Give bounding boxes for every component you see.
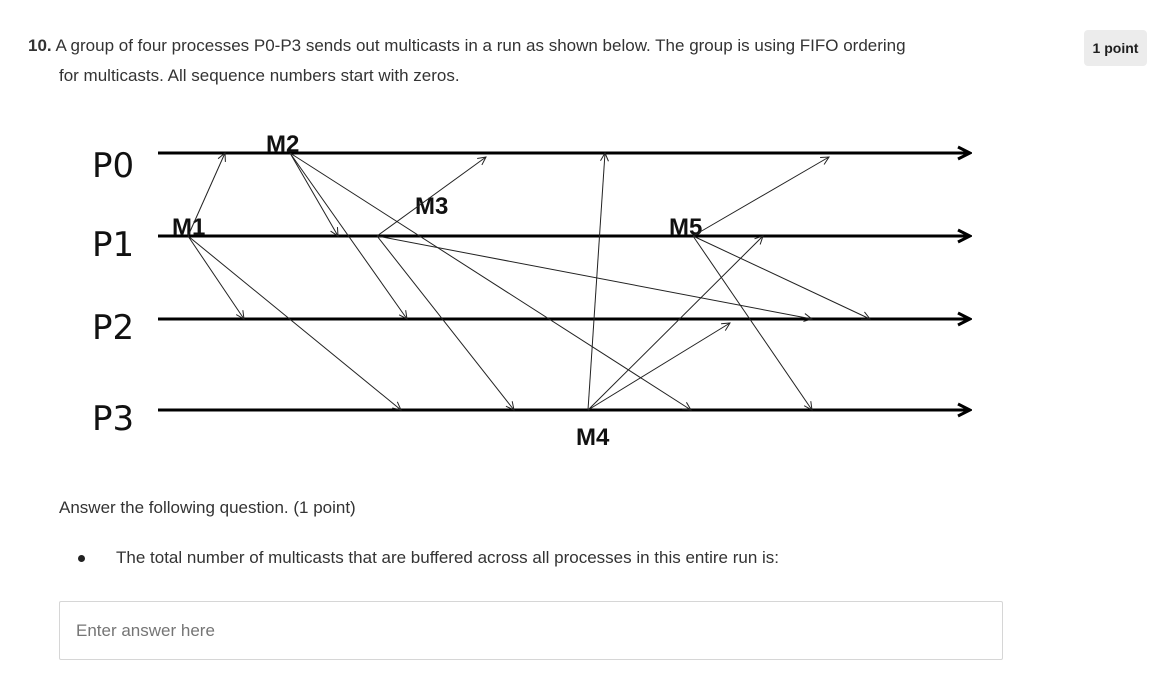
points-badge: 1 point [1084,30,1147,66]
message-arrows-m5 [692,157,870,410]
message-arrows-m4 [587,153,763,411]
message-label-m3: M3 [415,193,448,220]
message-label-m5: M5 [669,214,702,241]
process-label-p2: P2 [92,308,134,348]
process-label-p3: P3 [92,399,134,439]
message-arrows-m3 [376,157,812,410]
process-label-p1: P1 [92,225,134,265]
message-label-m4: M4 [576,424,610,451]
process-label-p0: P0 [92,146,134,186]
question-bullet-text: The total number of multicasts that are … [116,548,779,567]
message-label-m2: M2 [266,131,299,158]
question-text: 10. A group of four processes P0-P3 send… [28,31,1008,91]
answer-input[interactable] [59,601,1003,660]
question-number: 10. [28,36,52,55]
answer-prompt: Answer the following question. (1 point) [59,498,356,517]
question-bullet: The total number of multicasts that are … [72,548,779,568]
message-arrows-m2 [289,152,691,410]
question-text-line1: A group of four processes P0-P3 sends ou… [55,36,906,55]
question-text-line2: for multicasts. All sequence numbers sta… [59,66,460,85]
message-arrows-m1 [187,153,401,410]
bullet-dot-icon [78,554,85,562]
message-label-m1: M1 [172,214,205,241]
